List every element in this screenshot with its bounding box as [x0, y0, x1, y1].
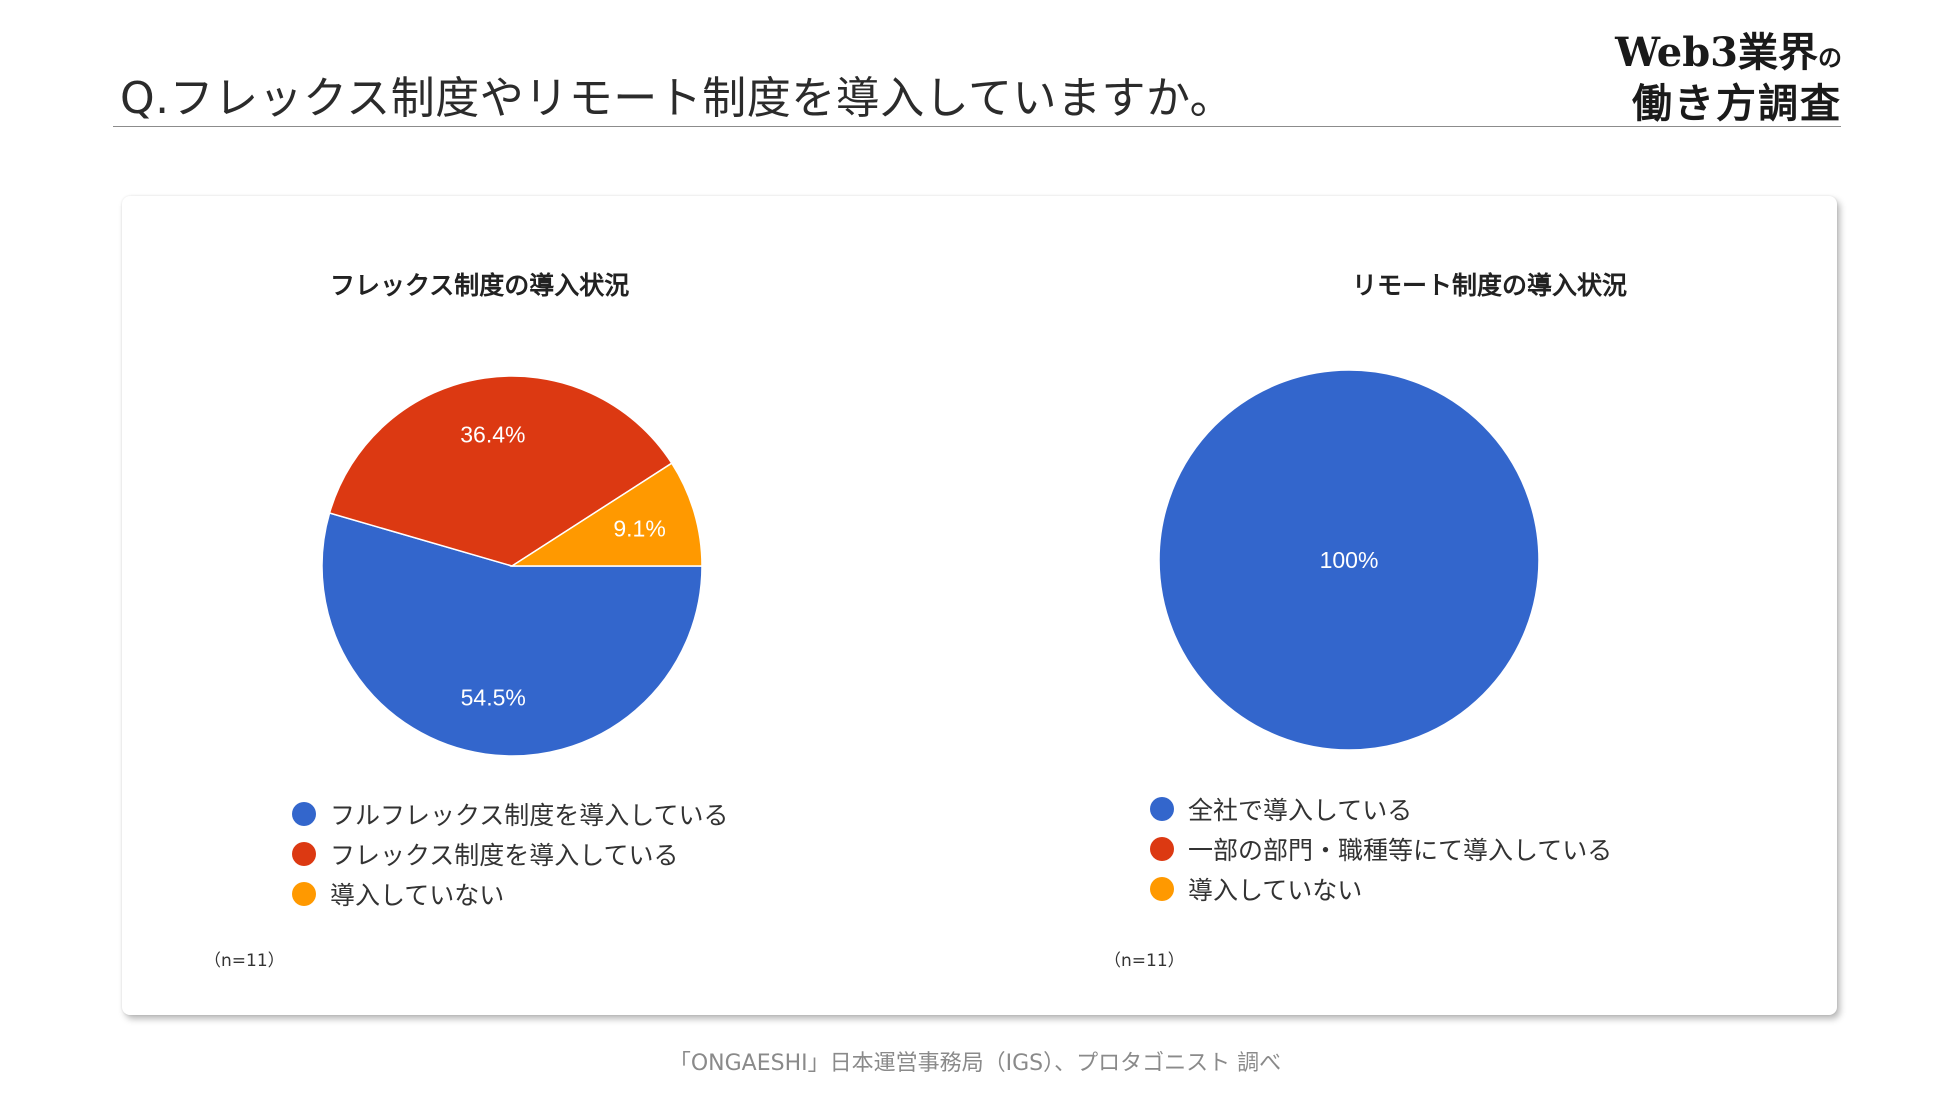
- brand-line1: Web3業界: [1615, 29, 1818, 76]
- pie-data-label: 54.5%: [461, 685, 526, 711]
- legend-label: 導入していない: [330, 881, 505, 910]
- sample-size-note: （n=11）: [204, 951, 285, 971]
- pie-slice: [321, 512, 703, 757]
- brand-line2: 働き方調査: [1632, 80, 1842, 127]
- title-divider: [113, 126, 1841, 127]
- legend-label: 全社で導入している: [1188, 796, 1413, 825]
- legend-label: フルフレックス制度を導入している: [330, 801, 729, 830]
- pie-slice: [1158, 369, 1540, 751]
- legend-swatch: [1150, 837, 1174, 861]
- source-credit: 「ONGAESHI」日本運営事務局（IGS）、プロタゴニスト 調べ: [668, 1051, 1282, 1076]
- pie-slice: [328, 375, 673, 567]
- legend-item: フルフレックス制度を導入している: [292, 794, 729, 834]
- chart-title: フレックス制度の導入状況: [330, 271, 630, 300]
- legend-swatch: [1150, 797, 1174, 821]
- pie-chart: 100%: [1158, 369, 1540, 751]
- legend-swatch: [292, 842, 316, 866]
- remote-chart-panel: リモート制度の導入状況 100% 全社で導入している一部の部門・職種等にて導入し…: [982, 196, 1837, 1015]
- chart-card: フレックス制度の導入状況 54.5% 36.4% 9.1% フルフレックス制度を導入…: [122, 196, 1837, 1015]
- legend-label: フレックス制度を導入している: [330, 841, 679, 870]
- legend-swatch: [292, 802, 316, 826]
- chart-legend: フルフレックス制度を導入している フレックス制度を導入している 導入していない: [292, 794, 729, 914]
- legend-item: 導入していない: [1150, 869, 1612, 909]
- brand-logo: Web3業界の 働き方調査: [1602, 30, 1842, 127]
- legend-label: 一部の部門・職種等にて導入している: [1188, 836, 1613, 865]
- pie-chart: 54.5% 36.4% 9.1%: [321, 375, 703, 757]
- chart-title: リモート制度の導入状況: [1352, 271, 1628, 300]
- flex-chart-panel: フレックス制度の導入状況 54.5% 36.4% 9.1% フルフレックス制度を導入…: [122, 196, 982, 1015]
- pie-slice: [509, 462, 703, 567]
- legend-swatch: [292, 882, 316, 906]
- legend-item: 一部の部門・職種等にて導入している: [1150, 829, 1612, 869]
- chart-legend: 全社で導入している一部の部門・職種等にて導入している 導入していない: [1150, 789, 1612, 909]
- legend-swatch: [1150, 877, 1174, 901]
- legend-item: 導入していない: [292, 874, 729, 914]
- pie-data-label: 100%: [1320, 547, 1379, 573]
- pie-data-label: 36.4%: [460, 421, 525, 447]
- pie-data-label: 9.1%: [613, 515, 665, 541]
- legend-item: フレックス制度を導入している: [292, 834, 729, 874]
- page-title: Q.フレックス制度やリモート制度を導入していますか。: [120, 73, 1235, 124]
- brand-line1-particle: の: [1818, 43, 1842, 72]
- legend-label: 導入していない: [1188, 876, 1363, 905]
- sample-size-note: （n=11）: [1104, 951, 1185, 971]
- legend-item: 全社で導入している: [1150, 789, 1612, 829]
